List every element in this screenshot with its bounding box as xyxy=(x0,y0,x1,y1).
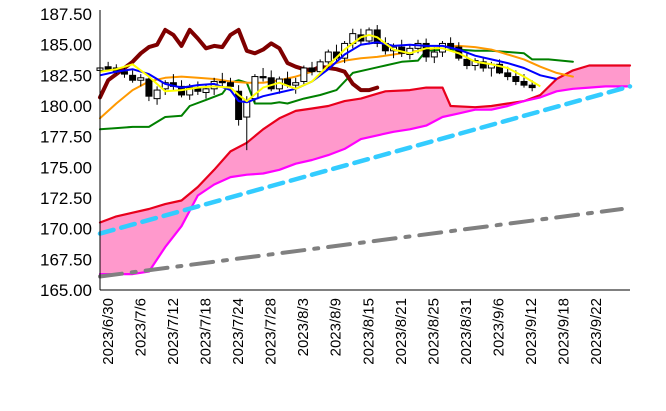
candle-body xyxy=(504,72,512,78)
candle-body xyxy=(496,63,504,74)
y-tick-label: 165.00 xyxy=(40,281,92,300)
cloud-area xyxy=(100,65,630,275)
candle-body xyxy=(218,80,226,84)
y-tick-label: 170.00 xyxy=(40,220,92,239)
x-tick-label: 2023/7/18 xyxy=(198,298,215,365)
candle-body xyxy=(129,74,137,81)
candle-body xyxy=(120,71,128,75)
y-tick-label: 185.00 xyxy=(40,36,92,55)
axes xyxy=(99,10,630,291)
x-tick-label: 2023/6/30 xyxy=(100,298,117,365)
y-tick-label: 177.50 xyxy=(40,128,92,147)
y-tick-label: 167.50 xyxy=(40,250,92,269)
x-tick-label: 2023/7/6 xyxy=(133,298,150,356)
x-tick-label: 2023/9/6 xyxy=(490,298,507,356)
candle-body xyxy=(243,100,251,118)
x-tick-label: 2023/9/18 xyxy=(555,298,572,365)
indicator-lines xyxy=(97,27,633,279)
candle-body xyxy=(292,82,300,86)
candle-body xyxy=(259,76,267,79)
candle-body xyxy=(161,82,169,90)
x-tick-label: 2023/8/21 xyxy=(393,298,410,365)
y-tick-label: 182.50 xyxy=(40,66,92,85)
candle-body xyxy=(324,51,332,63)
x-tick-label: 2023/7/28 xyxy=(263,298,280,365)
candle-body xyxy=(520,80,528,86)
candle-body xyxy=(202,88,210,94)
x-tick-label: 2023/8/3 xyxy=(295,298,312,356)
candle-body xyxy=(235,90,243,120)
senkou-span-b-line xyxy=(98,85,632,276)
x-tick-label: 2023/9/22 xyxy=(588,298,605,365)
y-tick-label: 187.50 xyxy=(40,5,92,24)
x-tick-label: 2023/8/31 xyxy=(458,298,475,365)
y-tick-label: 175.00 xyxy=(40,158,92,177)
candle-body xyxy=(104,66,112,70)
ichimoku-cloud xyxy=(100,65,630,275)
senkou-span-a-line xyxy=(98,64,632,224)
candle-body xyxy=(186,87,194,96)
x-tick-label: 2023/7/24 xyxy=(230,298,247,365)
y-tick-label: 180.00 xyxy=(40,97,92,116)
candle-body xyxy=(316,61,324,73)
y-tick-label: 172.50 xyxy=(40,189,92,208)
x-axis-tick-labels: 2023/6/30 2023/7/6 2023/7/12 2023/7/18 2023/… xyxy=(100,298,605,365)
trend-dashdot-line xyxy=(98,207,624,279)
x-tick-label: 2023/9/12 xyxy=(523,298,540,365)
candle-body xyxy=(308,67,316,73)
trend-dashed-line xyxy=(97,84,633,236)
candle-body xyxy=(226,82,234,87)
candle-body xyxy=(300,67,308,82)
candle-body xyxy=(153,89,161,100)
tenkan-sen-line xyxy=(99,33,541,103)
candle-body xyxy=(528,84,536,89)
x-tick-label: 2023/8/15 xyxy=(360,298,377,365)
candle-body xyxy=(430,51,438,58)
chikou-span-line xyxy=(98,27,380,100)
kijun-sen-line xyxy=(99,41,557,104)
candle-body xyxy=(145,78,153,97)
x-tick-label: 2023/8/25 xyxy=(425,298,442,365)
candlesticks xyxy=(96,25,557,151)
candle-body xyxy=(512,76,520,82)
x-tick-label: 2023/8/9 xyxy=(328,298,345,356)
candle-body xyxy=(137,77,145,81)
candle-body xyxy=(267,77,275,90)
y-axis-tick-labels: 187.50 185.00 182.50 180.00 177.50 175.00 172.… xyxy=(40,5,92,300)
candle-body xyxy=(463,58,471,67)
x-tick-label: 2023/7/12 xyxy=(165,298,182,365)
candle-body xyxy=(479,61,487,69)
green-line xyxy=(99,48,574,131)
